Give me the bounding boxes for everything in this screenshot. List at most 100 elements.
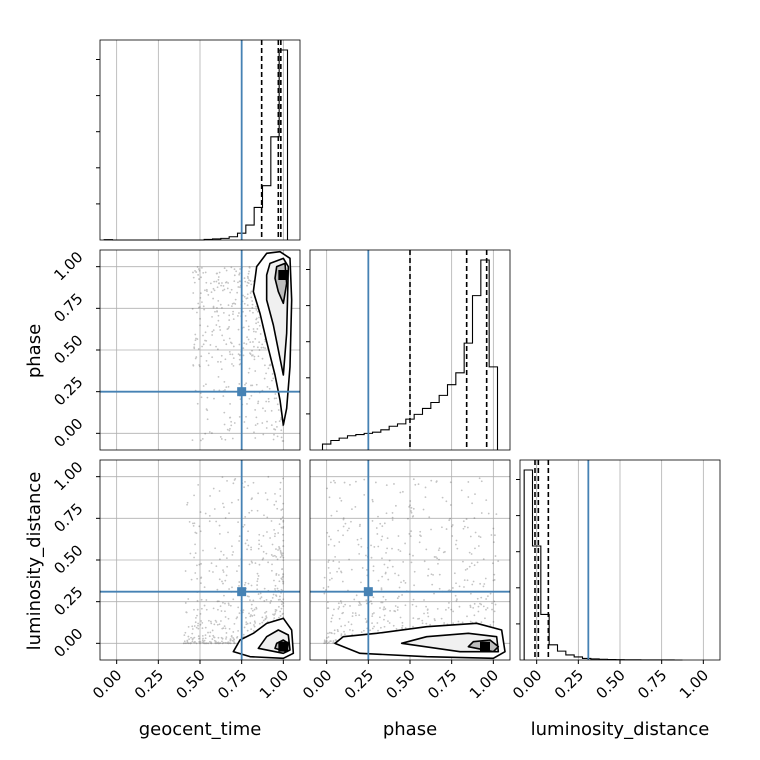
scatter-point: [281, 568, 283, 571]
scatter-point: [474, 531, 477, 534]
scatter-point: [227, 642, 230, 645]
scatter-point: [274, 609, 277, 611]
scatter-point: [229, 639, 232, 642]
scatter-point: [232, 598, 235, 601]
scatter-point: [223, 594, 225, 597]
scatter-point: [465, 518, 468, 520]
scatter-point: [277, 532, 280, 534]
scatter-point: [458, 605, 461, 608]
scatter-point: [250, 607, 253, 610]
scatter-point: [251, 300, 254, 302]
scatter-point: [255, 330, 257, 333]
scatter-point: [247, 371, 250, 374]
scatter-point: [221, 282, 223, 284]
scatter-point: [206, 418, 209, 421]
scatter-point: [281, 576, 284, 579]
scatter-point: [482, 605, 485, 608]
scatter-point: [393, 610, 396, 612]
scatter-point: [256, 328, 259, 330]
scatter-point: [257, 547, 260, 550]
scatter-point: [276, 425, 278, 428]
scatter-point: [379, 626, 382, 629]
scatter-point: [329, 538, 332, 541]
scatter-point: [282, 477, 285, 480]
scatter-point: [282, 612, 284, 615]
scatter-point: [278, 616, 280, 619]
scatter-point: [272, 555, 275, 557]
scatter-point: [274, 428, 277, 431]
scatter-point: [326, 637, 328, 639]
scatter-point: [272, 438, 275, 441]
scatter-point: [252, 328, 255, 330]
scatter-point: [275, 572, 278, 575]
density-peak: [278, 270, 289, 280]
scatter-point: [328, 631, 331, 634]
scatter-point: [200, 266, 203, 269]
scatter-point: [248, 309, 251, 312]
scatter-point: [489, 592, 492, 595]
scatter-point: [205, 408, 208, 411]
scatter-point: [418, 541, 421, 544]
scatter-point: [251, 303, 254, 306]
scatter-point: [478, 477, 481, 480]
scatter-point: [441, 496, 444, 499]
scatter-point: [246, 622, 249, 625]
scatter-point: [334, 481, 336, 484]
scatter-point: [220, 354, 223, 357]
scatter-point: [371, 622, 373, 625]
scatter-point: [441, 526, 443, 529]
scatter-point: [210, 562, 213, 565]
scatter-point: [229, 604, 232, 607]
scatter-point: [202, 641, 205, 644]
scatter-point: [408, 553, 411, 556]
scatter-point: [244, 480, 246, 483]
scatter-point: [433, 556, 436, 558]
scatter-point: [332, 560, 335, 562]
scatter-point: [279, 598, 281, 601]
scatter-point: [217, 278, 220, 281]
scatter-point: [220, 610, 223, 612]
scatter-point: [246, 297, 249, 300]
scatter-point: [326, 607, 329, 610]
scatter-point: [412, 625, 414, 628]
scatter-point: [361, 567, 364, 569]
scatter-point: [227, 617, 230, 620]
scatter-point: [474, 493, 476, 496]
scatter-point: [217, 641, 220, 644]
scatter-point: [340, 570, 342, 573]
scatter-point: [359, 523, 361, 526]
scatter-point: [436, 557, 439, 560]
scatter-point: [194, 531, 197, 534]
scatter-point: [448, 589, 451, 592]
scatter-point: [254, 370, 257, 372]
scatter-point: [425, 548, 428, 551]
scatter-point: [427, 568, 430, 571]
scatter-point: [480, 621, 483, 623]
scatter-point: [218, 532, 221, 535]
scatter-point: [238, 584, 240, 587]
scatter-point: [201, 621, 204, 624]
scatter-point: [431, 583, 434, 586]
scatter-point: [331, 614, 334, 617]
scatter-point: [282, 559, 285, 562]
scatter-point: [218, 578, 221, 581]
scatter-point: [196, 266, 199, 268]
scatter-point: [382, 608, 385, 611]
scatter-point: [494, 603, 497, 606]
scatter-point: [333, 608, 335, 611]
scatter-point: [253, 614, 256, 617]
scatter-point: [273, 433, 275, 436]
scatter-point: [274, 610, 277, 613]
scatter-point: [265, 427, 268, 429]
scatter-point: [330, 632, 333, 635]
scatter-point: [327, 566, 330, 569]
scatter-point: [247, 338, 250, 341]
scatter-point: [254, 437, 257, 439]
scatter-point: [228, 429, 231, 432]
scatter-point: [251, 615, 254, 617]
scatter-point: [274, 584, 277, 587]
scatter-point: [355, 594, 358, 597]
scatter-point: [277, 598, 280, 601]
scatter-point: [230, 635, 233, 638]
scatter-point: [469, 620, 472, 623]
